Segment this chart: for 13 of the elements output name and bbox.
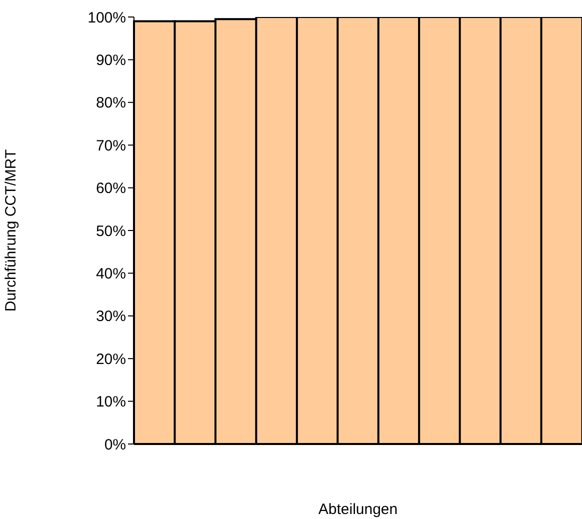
y-tick-label: 0% (104, 436, 126, 454)
y-tick-label: 70% (96, 137, 126, 154)
y-tick-label: 60% (96, 180, 126, 198)
y-tick-label: 10% (96, 394, 126, 411)
y-tick-label: 50% (96, 222, 126, 240)
y-tick-label: 80% (96, 94, 126, 112)
y-axis-title: Durchführung CCT/MRT (2, 149, 20, 312)
y-tick-label: 30% (96, 308, 126, 326)
y-tick-label: 40% (96, 266, 126, 283)
y-tick-label: 20% (96, 350, 126, 368)
x-axis-title: Abteilungen (318, 501, 398, 518)
y-tick-label: 90% (96, 52, 126, 70)
y-tick-label: 100% (88, 9, 126, 26)
